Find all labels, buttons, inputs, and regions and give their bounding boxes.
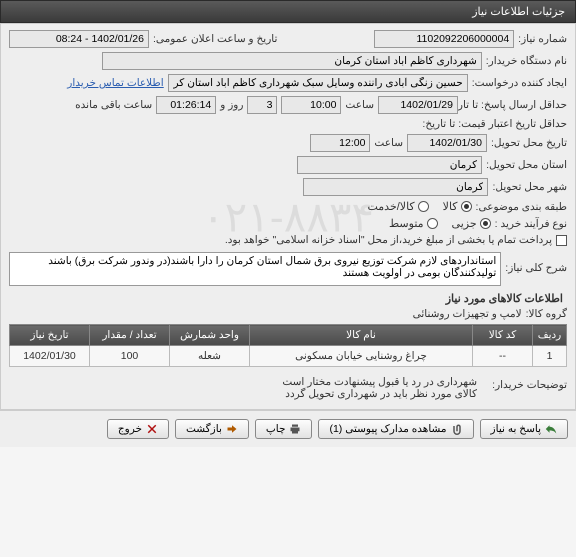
proc-label: نوع فرآیند خرید : — [495, 218, 567, 230]
remaining-days-label: روز و — [220, 99, 243, 111]
notes-text: شهرداری در رد یا قبول پیشنهادت مختار است… — [282, 373, 477, 403]
attachment-icon — [451, 423, 463, 435]
delivery-date — [407, 134, 487, 152]
group-value: لامپ و تجهیزات روشنائی — [413, 308, 522, 320]
group-label: گروه کالا: — [526, 308, 567, 320]
col-code: کد کالا — [473, 325, 533, 346]
cell-date: 1402/01/30 — [10, 346, 90, 367]
req-no-label: شماره نیاز: — [518, 33, 567, 45]
delivery-date-label: تاریخ محل تحویل: — [491, 137, 567, 149]
delivery-time — [310, 134, 370, 152]
radio-selected-icon — [461, 201, 472, 212]
form-area: ۰۲۱-۸۸۳۴ شماره نیاز: تاریخ و ساعت اعلان … — [0, 23, 576, 410]
remaining-label: ساعت باقی مانده — [75, 99, 152, 111]
items-table: ردیف کد کالا نام کالا واحد شمارش تعداد /… — [9, 324, 567, 367]
panel-header: جزئیات اطلاعات نیاز — [0, 0, 576, 23]
city2-label: شهر محل تحویل: — [492, 181, 567, 193]
cell-qty: 100 — [90, 346, 170, 367]
table-row[interactable]: 1 -- چراغ روشنایی خیابان مسکونی شعله 100… — [10, 346, 567, 367]
notes-label: توضیحات خریدار: — [477, 373, 567, 391]
remaining-days — [247, 96, 277, 114]
table-header-row: ردیف کد کالا نام کالا واحد شمارش تعداد /… — [10, 325, 567, 346]
cat-label: طبقه بندی موضوعی: — [476, 201, 567, 213]
radio-selected-icon — [480, 218, 491, 229]
print-button[interactable]: چاپ — [255, 419, 313, 439]
buyer-label: نام دستگاه خریدار: — [486, 55, 567, 67]
pay-checkbox[interactable] — [556, 235, 567, 246]
radio-icon — [427, 218, 438, 229]
proc-opt2[interactable]: متوسط — [389, 217, 438, 230]
delivery-time-label: ساعت — [374, 137, 403, 149]
remaining-time — [156, 96, 216, 114]
creator-field — [168, 74, 468, 92]
cat-opt1[interactable]: کالا — [443, 200, 472, 213]
contact-link[interactable]: اطلاعات تماس خریدار — [67, 77, 163, 89]
proc-radio-group: جزیی متوسط — [389, 217, 491, 230]
respond-button[interactable]: پاسخ به نیاز — [480, 419, 568, 439]
cell-code: -- — [473, 346, 533, 367]
attachments-button[interactable]: مشاهده مدارک پیوستی (1) — [318, 419, 473, 439]
pay-note: پرداخت تمام یا بخشی از مبلغ خرید،از محل … — [225, 234, 552, 246]
cell-name: چراغ روشنایی خیابان مسکونی — [250, 346, 473, 367]
deadline-time-label: ساعت — [345, 99, 374, 111]
valid-label: حداقل تاریخ اعتبار قیمت: تا تاریخ: — [462, 118, 567, 130]
cat-radio-group: کالا کالا/خدمت — [367, 200, 471, 213]
desc-label: شرح کلی نیاز: — [505, 252, 567, 274]
exit-icon — [146, 423, 158, 435]
exit-button[interactable]: خروج — [107, 419, 169, 439]
pub-date-label: تاریخ و ساعت اعلان عمومی: — [153, 33, 277, 45]
deadline-label: حداقل ارسال پاسخ: تا تاریخ: — [462, 99, 567, 111]
req-no-field — [374, 30, 514, 48]
deadline-date — [378, 96, 458, 114]
creator-label: ایجاد کننده درخواست: — [472, 77, 567, 89]
reply-icon — [545, 423, 557, 435]
back-icon — [226, 423, 238, 435]
deadline-time — [281, 96, 341, 114]
city1-field — [297, 156, 482, 174]
city1-label: استان محل تحویل: — [486, 159, 567, 171]
pub-date-field — [9, 30, 149, 48]
radio-icon — [418, 201, 429, 212]
col-name: نام کالا — [250, 325, 473, 346]
col-unit: واحد شمارش — [170, 325, 250, 346]
items-section-title: اطلاعات کالاهای مورد نیاز — [13, 292, 563, 305]
back-button[interactable]: بازگشت — [175, 419, 249, 439]
cell-index: 1 — [533, 346, 567, 367]
buyer-field — [102, 52, 482, 70]
button-bar: پاسخ به نیاز مشاهده مدارک پیوستی (1) چاپ… — [0, 410, 576, 447]
panel-title: جزئیات اطلاعات نیاز — [472, 6, 565, 18]
cell-unit: شعله — [170, 346, 250, 367]
cat-opt2[interactable]: کالا/خدمت — [367, 200, 428, 213]
col-qty: تعداد / مقدار — [90, 325, 170, 346]
city2-field — [303, 178, 488, 196]
col-index: ردیف — [533, 325, 567, 346]
print-icon — [289, 423, 301, 435]
proc-opt1[interactable]: جزیی — [452, 217, 491, 230]
desc-field[interactable]: استانداردهای لازم شرکت توزیع نیروی برق ش… — [9, 252, 501, 286]
col-date: تاریخ نیاز — [10, 325, 90, 346]
